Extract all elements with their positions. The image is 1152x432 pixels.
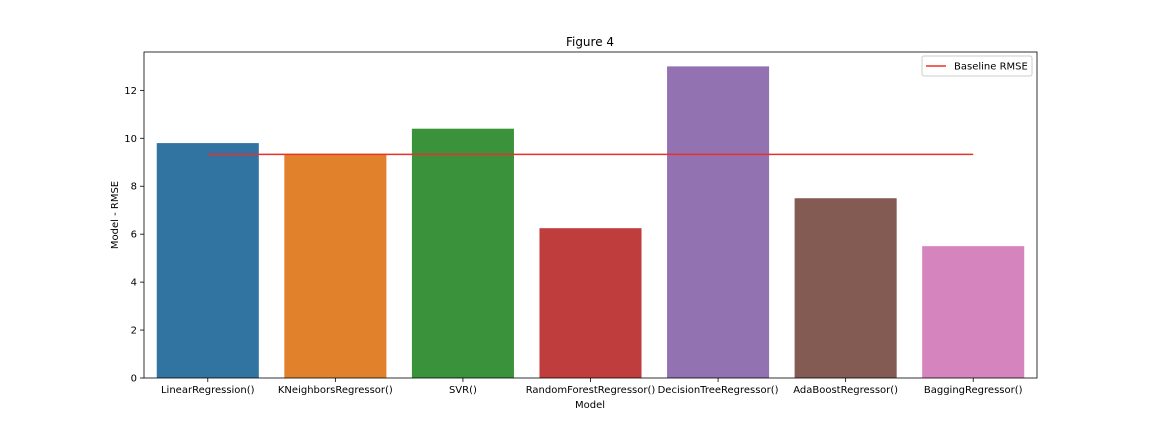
x-tick-label: KNeighborsRegressor()	[278, 385, 393, 396]
bar-3	[539, 228, 642, 378]
y-tick-label: 8	[131, 182, 137, 193]
y-tick-label: 10	[124, 134, 137, 145]
bars-group	[156, 66, 1025, 378]
x-tick-label: RandomForestRegressor()	[526, 385, 656, 396]
y-axis-ticks: 0 2 4 6 8 10 12	[124, 86, 144, 385]
y-axis-label: Model - RMSE	[110, 181, 121, 249]
legend-box	[921, 55, 1033, 77]
x-tick-label: BaggingRegressor()	[924, 385, 1023, 396]
bar-6	[922, 246, 1025, 378]
bar-4	[667, 66, 770, 378]
x-tick-label: DecisionTreeRegressor()	[658, 385, 779, 396]
bar-1	[284, 153, 387, 378]
x-axis-label: Model	[575, 400, 605, 411]
x-tick-label: SVR()	[449, 385, 477, 396]
bar-5	[794, 198, 897, 378]
y-tick-label: 6	[131, 230, 137, 241]
legend: Baseline RMSE	[921, 55, 1033, 77]
y-tick-label: 12	[124, 86, 137, 97]
x-tick-label: AdaBoostRegressor()	[793, 385, 898, 396]
y-tick-label: 2	[131, 326, 137, 337]
y-tick-label: 0	[131, 374, 137, 385]
x-axis-ticks: LinearRegression() KNeighborsRegressor() S…	[161, 378, 1023, 396]
chart-title: Figure 4	[566, 35, 614, 49]
y-tick-label: 4	[131, 278, 137, 289]
x-tick-label: LinearRegression()	[161, 385, 255, 396]
bar-2	[411, 128, 514, 378]
legend-baseline-label: Baseline RMSE	[954, 62, 1028, 73]
bar-0	[156, 143, 259, 378]
